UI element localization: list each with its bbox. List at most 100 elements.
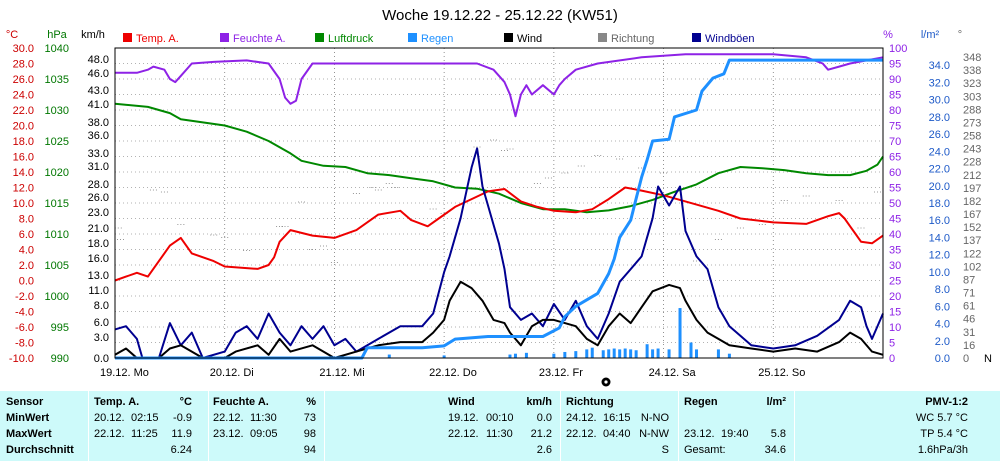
rain-bar: [585, 349, 589, 358]
rain-tick-label: 20.0: [929, 181, 950, 193]
rain-tick-label: 12.0: [929, 250, 950, 262]
direction-dot: ···: [385, 178, 394, 188]
temp-tick-label: 26.0: [13, 74, 34, 86]
rain-bar: [645, 344, 649, 358]
temp-tick-label: 12.0: [13, 183, 34, 195]
direction-dot: ···: [500, 145, 509, 155]
temp-max-value: 11.9: [171, 428, 192, 440]
humidity-tick-label: 65: [889, 152, 901, 164]
wind-tick-label: 26.0: [88, 192, 109, 204]
humidity-tick-label: 85: [889, 90, 901, 102]
direction-dot: ···: [714, 234, 723, 244]
temperature-line: [114, 186, 884, 282]
chart-background: [0, 0, 1000, 391]
dir-avg-value: S: [661, 444, 669, 456]
direction-tick-label: 102: [963, 261, 981, 273]
rain-tick-label: 0.0: [935, 353, 950, 365]
dir-min-value: N-NO: [640, 412, 669, 424]
marker-dot-center: [604, 380, 608, 384]
wind-tick-label: 36.0: [88, 130, 109, 142]
wind-unit: km/h: [526, 396, 552, 408]
legend-label: Windböen: [705, 33, 755, 45]
temp-tick-label: 0.0: [19, 276, 34, 288]
pmv-title: PMV-1:2: [925, 396, 968, 408]
humidity-tick-label: 70: [889, 136, 901, 148]
direction-tick-label: 243: [963, 144, 981, 156]
direction-dot: ···: [780, 195, 789, 205]
rain-tick-label: 8.0: [935, 284, 950, 296]
direction-dot: ···: [489, 135, 498, 145]
pressure-tick-label: 1005: [45, 260, 69, 272]
direction-dot: ···: [440, 208, 449, 218]
hum-min-date: 22.12.: [213, 412, 244, 424]
direction-tick-label: 167: [963, 209, 981, 221]
direction-tick-label: 273: [963, 117, 981, 129]
dir-min-time: 16:15: [603, 412, 631, 424]
x-tick-label: 22.12. Do: [429, 367, 477, 379]
x-tick-label: 21.12. Mi: [319, 367, 364, 379]
direction-dot: ···: [114, 223, 123, 233]
wind-tick-label: 33.0: [88, 148, 109, 160]
dir-max-time: 04:40: [603, 428, 631, 440]
direction-tick-label: 46: [963, 314, 975, 326]
direction-tick-label: 152: [963, 222, 981, 234]
axis-unit-label: hPa: [47, 29, 67, 41]
separator: [88, 391, 89, 461]
pressure-tick-label: 1020: [45, 167, 69, 179]
hum-max-time: 09:05: [250, 428, 278, 440]
direction-dot: ···: [637, 162, 646, 172]
rain-tick-label: 2.0: [935, 336, 950, 348]
rain-max-time: 19:40: [721, 428, 749, 440]
humidity-tick-label: 50: [889, 198, 901, 210]
direction-tick-label: 197: [963, 183, 981, 195]
wind-tick-label: 48.0: [88, 54, 109, 66]
humidity-tick-label: 40: [889, 229, 901, 241]
direction-dot: ···: [281, 221, 290, 231]
hum-max-date: 23.12.: [213, 428, 244, 440]
temp-max-date: 22.12.: [94, 428, 125, 440]
separator: [794, 391, 795, 461]
direction-tick-label: 303: [963, 91, 981, 103]
separator: [208, 391, 209, 461]
direction-dot: ···: [835, 195, 844, 205]
pressure-tick-label: 1035: [45, 74, 69, 86]
direction-dot: ···: [802, 191, 811, 201]
legend-swatch: [598, 33, 607, 42]
wind-title: Wind: [448, 396, 475, 408]
wind-tick-label: 8.0: [94, 300, 109, 312]
separator: [678, 391, 679, 461]
pressure-tick-label: 1025: [45, 136, 69, 148]
rain-bar: [727, 353, 731, 358]
rain-tick-label: 28.0: [929, 112, 950, 124]
x-tick-label: 19.12. Mo: [100, 367, 149, 379]
pmv-pressure-trend: 1.6hPa/3h: [917, 444, 968, 456]
direction-tick-label: 288: [963, 104, 981, 116]
rain-total-label: Gesamt:: [684, 444, 726, 456]
axis-unit-label: °: [958, 29, 962, 41]
axis-unit-label: %: [883, 29, 893, 41]
rain-bar: [629, 349, 633, 358]
rain-max-date: 23.12.: [684, 428, 715, 440]
wind-tick-label: 28.0: [88, 179, 109, 191]
temp-tick-label: -10.0: [9, 353, 34, 365]
direction-dot: ···: [368, 182, 377, 192]
rain-title: Regen: [684, 396, 718, 408]
rain-total-value: 34.6: [764, 444, 786, 456]
plot-frame: [114, 47, 884, 359]
rain-bar: [634, 350, 638, 358]
direction-tick-label: 348: [963, 52, 981, 64]
temp-tick-label: -8.0: [15, 338, 34, 350]
row-label-min: MinWert: [6, 412, 50, 424]
x-tick-label: 20.12. Di: [210, 367, 254, 379]
humidity-tick-label: 35: [889, 245, 901, 257]
direction-dot: ···: [319, 241, 328, 251]
direction-tick-label: 31: [963, 327, 975, 339]
wind-tick-label: 31.0: [88, 161, 109, 173]
direction-dot: ···: [758, 219, 767, 229]
rain-tick-label: 14.0: [929, 232, 950, 244]
direction-dot: ···: [149, 185, 158, 195]
direction-dot: ···: [390, 182, 399, 192]
direction-dot: ···: [308, 244, 317, 254]
rain-max-value: 5.8: [770, 428, 786, 440]
rain-bar: [694, 349, 698, 358]
